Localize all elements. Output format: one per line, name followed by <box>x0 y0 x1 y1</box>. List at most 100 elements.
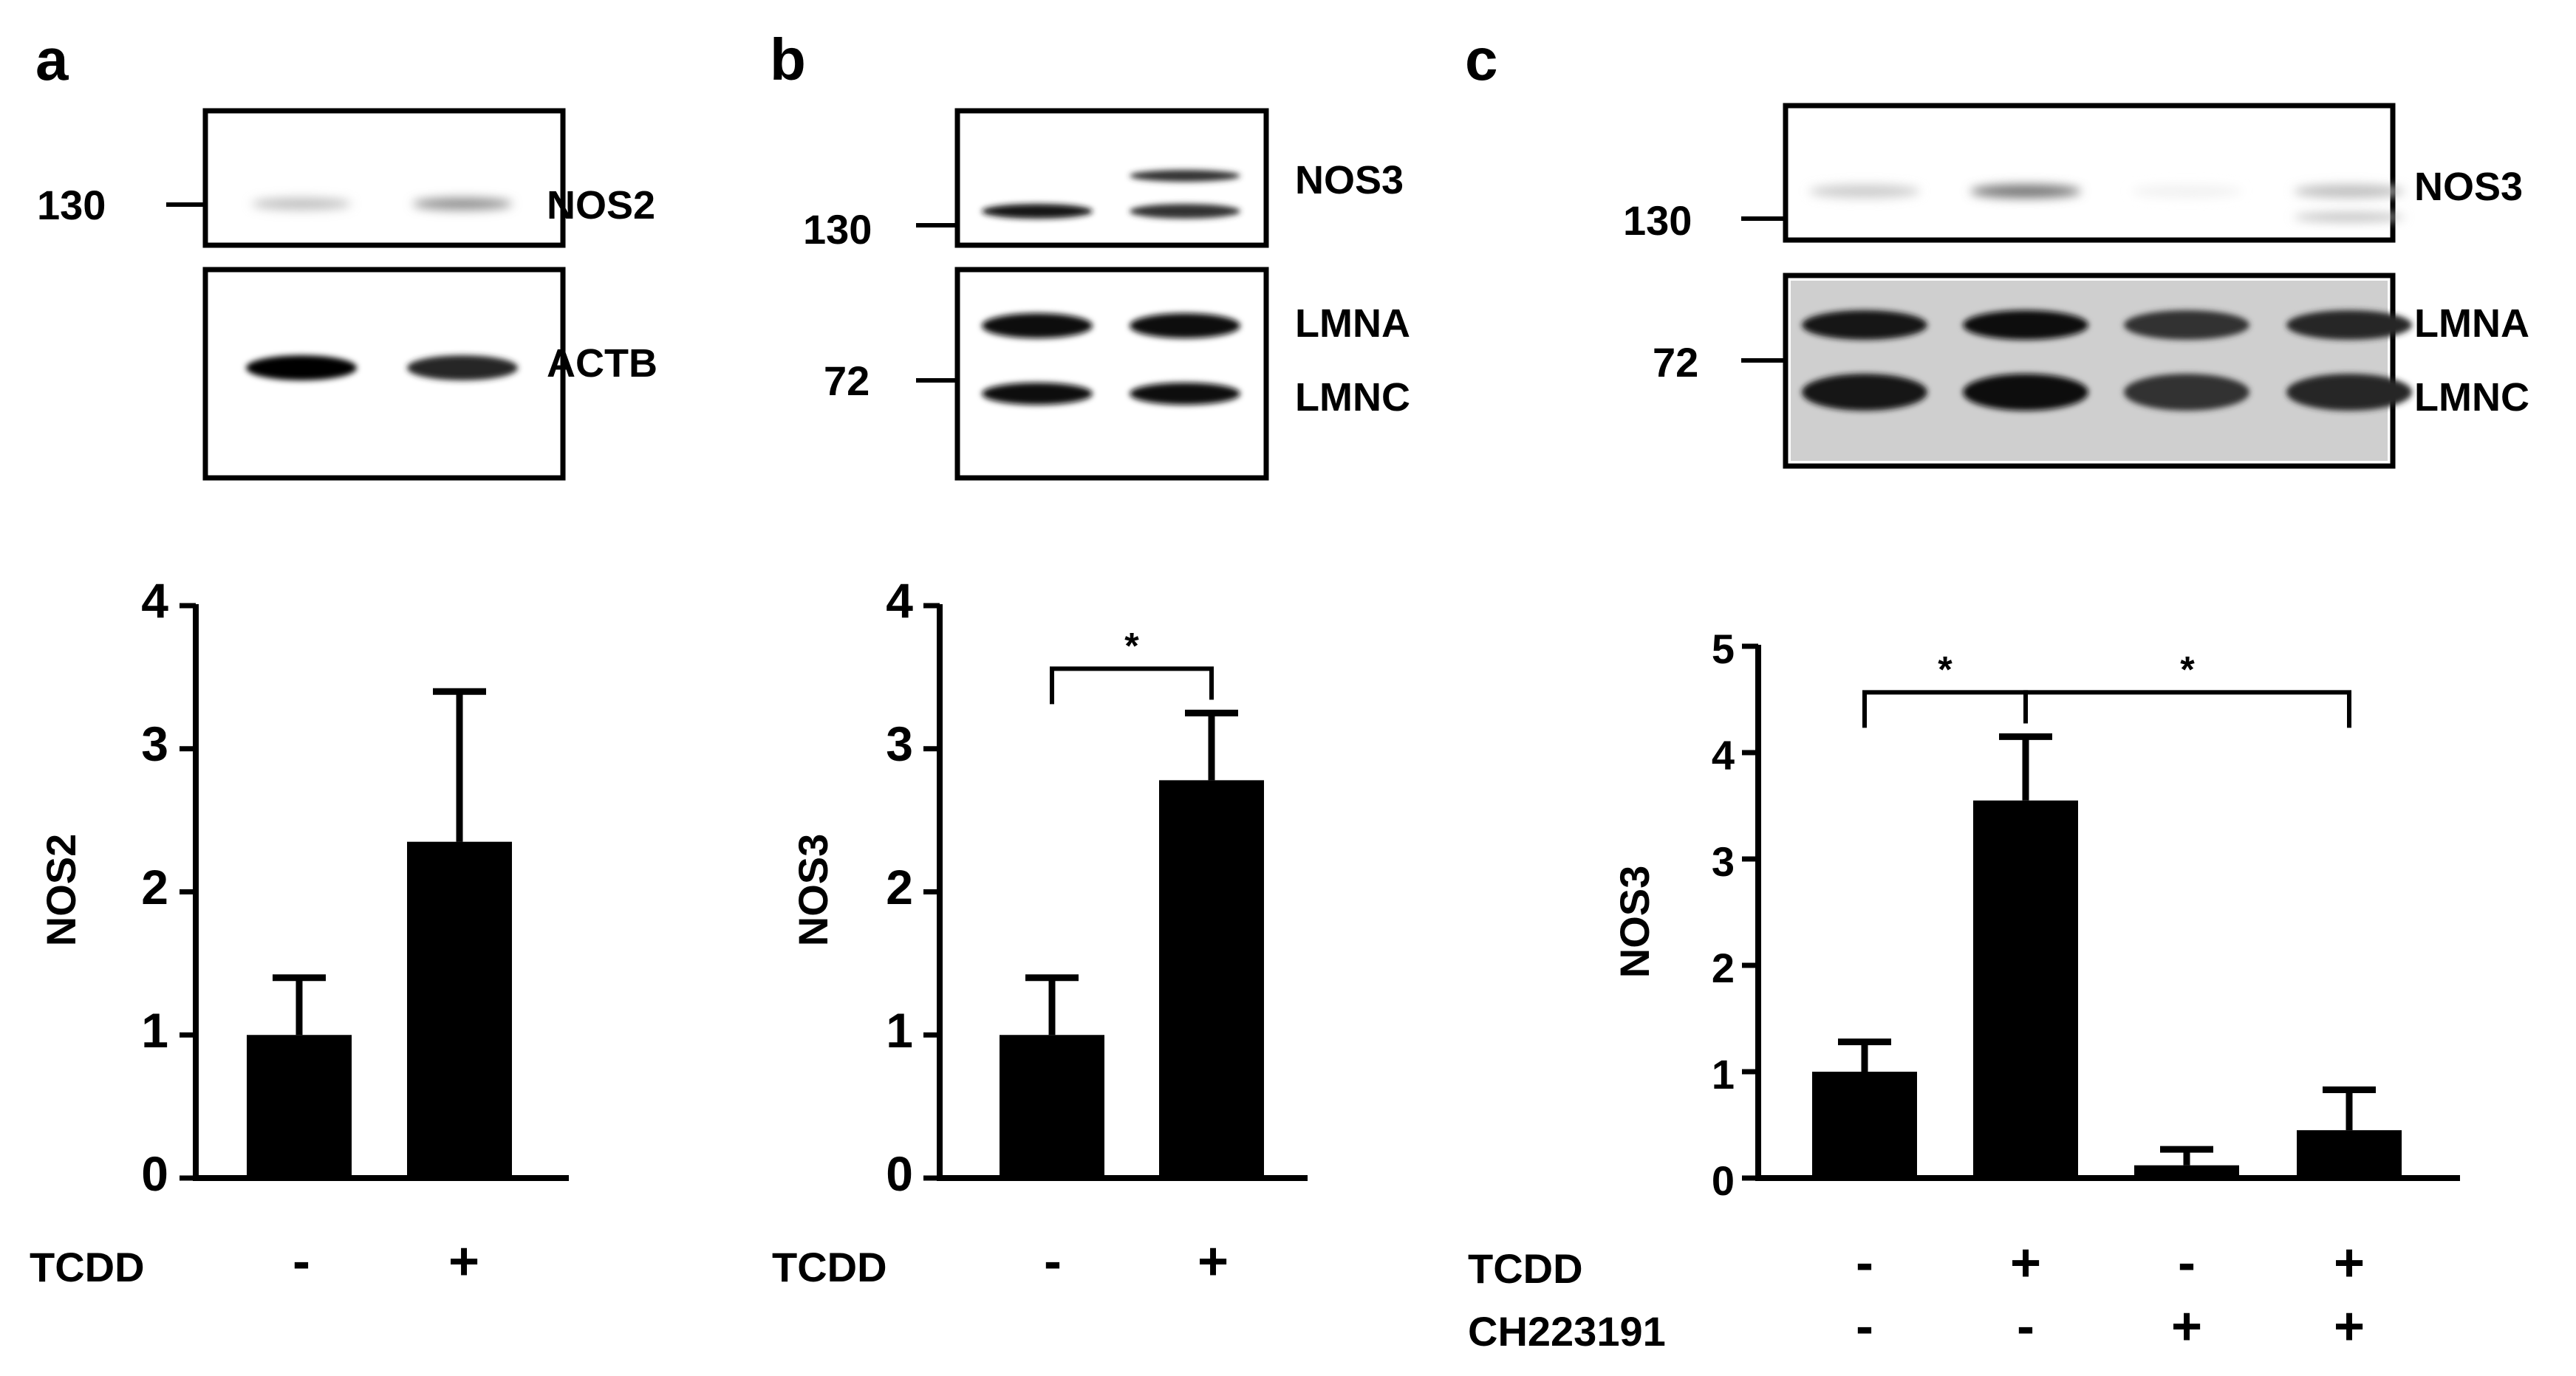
blot-band <box>2294 213 2405 222</box>
blot-bands <box>246 355 518 380</box>
y-axis-label: NOS3 <box>1611 866 1658 979</box>
blot-bands <box>982 170 1240 219</box>
panel-letter-c: c <box>1465 27 1498 92</box>
mw-marker-130: 130 <box>1623 197 1692 244</box>
y-ticks: 0 1 2 3 4 5 <box>1712 626 1735 1204</box>
blot-band <box>1809 185 1920 198</box>
condition-label-tcdd: TCDD <box>1468 1245 1583 1292</box>
mw-marker-72: 72 <box>824 357 870 404</box>
bar <box>2297 1130 2402 1178</box>
bar <box>407 841 512 1178</box>
western-blot-nos2: 130 NOS2 <box>37 108 655 248</box>
sign-tcdd-1: - <box>1856 1233 1873 1293</box>
band-label-nos3: NOS3 <box>2414 165 2523 209</box>
panel-a: a 130 NOS2 ACTB NOS2 0 1 2 3 4 T <box>30 27 657 1291</box>
bar-chart-b: NOS3 0 1 2 3 4 * TCDD - + <box>772 573 1308 1291</box>
condition-label-ch223191: CH223191 <box>1468 1308 1666 1355</box>
blot-bands <box>982 313 1240 405</box>
blot-bands <box>1809 185 2405 222</box>
blot-band <box>1130 170 1240 182</box>
band-label-lmnc: LMNC <box>2414 375 2529 420</box>
blot-band <box>246 355 357 380</box>
chart-marks <box>180 603 569 1181</box>
western-blot-nos3: 130 NOS3 <box>803 108 1404 253</box>
blot-band <box>1970 185 2081 198</box>
significance-star: * <box>1124 625 1139 666</box>
mw-marker-130: 130 <box>37 182 106 228</box>
sign-tcdd-4: + <box>2334 1233 2365 1293</box>
significance-bracket <box>1862 690 2028 728</box>
significance-bracket <box>1050 666 1214 705</box>
y-tick-label: 2 <box>886 860 913 914</box>
significance-star: * <box>2180 648 2195 690</box>
panel-letter-a: a <box>35 27 69 92</box>
bar <box>1812 1072 1917 1178</box>
y-axis-label: NOS3 <box>790 834 836 947</box>
blot-band <box>982 313 1093 338</box>
western-blot-lamin: 72 LMNA LMNC <box>1653 273 2529 469</box>
chart-marks: * * <box>1742 643 2460 1181</box>
y-tick-label: 5 <box>1712 626 1735 672</box>
blot-band <box>1963 310 2088 340</box>
blot-band <box>2286 310 2412 340</box>
y-tick-label: 3 <box>141 716 168 771</box>
y-tick-label: 4 <box>1712 732 1735 778</box>
bar <box>1159 780 1264 1178</box>
y-ticks: 0 1 2 3 4 <box>141 573 168 1201</box>
blot-band <box>1130 313 1240 338</box>
sign-tcdd-2: + <box>2010 1233 2041 1293</box>
blot-band <box>982 204 1093 219</box>
sign-tcdd-1: - <box>1044 1232 1062 1291</box>
y-tick-label: 1 <box>1712 1051 1735 1098</box>
western-blot-actb: ACTB <box>202 267 657 481</box>
band-label-lmna: LMNA <box>1295 301 1410 346</box>
condition-label-tcdd: TCDD <box>30 1244 145 1290</box>
blot-band <box>2286 374 2412 411</box>
blot-band <box>982 383 1093 405</box>
bar <box>1973 800 2078 1178</box>
bar <box>1000 1035 1104 1178</box>
bar-chart-a: NOS2 0 1 2 3 4 TCDD - + <box>30 573 569 1291</box>
blot-band <box>2131 185 2242 198</box>
sign-ch223191-2: - <box>2017 1297 2035 1356</box>
blot-bands <box>1791 281 2412 461</box>
significance-star: * <box>1938 648 1953 690</box>
band-label-nos2: NOS2 <box>547 183 655 227</box>
mw-marker-130: 130 <box>803 206 872 253</box>
blot-band <box>1130 383 1240 405</box>
bar-chart-c: NOS3 0 1 2 3 4 5 * * TCDD CH223191 - + - … <box>1468 626 2460 1356</box>
blot-band <box>2124 310 2249 340</box>
panel-c: c 130 NOS3 72 LMNA LMNC NOS3 0 1 2 3 4 5 <box>1465 27 2529 1356</box>
y-tick-label: 4 <box>886 573 913 628</box>
y-tick-label: 3 <box>886 716 913 771</box>
blot-band <box>251 198 352 210</box>
sign-tcdd-2: + <box>448 1232 479 1291</box>
y-ticks: 0 1 2 3 4 <box>886 573 913 1201</box>
y-tick-label: 1 <box>886 1003 913 1058</box>
band-label-actb: ACTB <box>547 341 657 386</box>
sign-tcdd-1: - <box>293 1232 310 1291</box>
y-tick-label: 0 <box>1712 1157 1735 1204</box>
blot-band <box>1130 204 1240 219</box>
bar <box>2134 1165 2239 1178</box>
blot-band <box>1802 374 1927 411</box>
band-label-lmna: LMNA <box>2414 301 2529 346</box>
significance-bracket <box>2023 690 2351 728</box>
y-tick-label: 0 <box>886 1146 913 1201</box>
blot-band <box>1802 310 1927 340</box>
condition-label-tcdd: TCDD <box>772 1244 887 1290</box>
sign-ch223191-1: - <box>1856 1297 1873 1356</box>
y-tick-label: 4 <box>141 573 168 628</box>
blot-background <box>1791 281 2388 461</box>
band-label-nos3: NOS3 <box>1295 158 1404 202</box>
blot-band <box>2294 185 2405 198</box>
sign-tcdd-2: + <box>1198 1232 1229 1291</box>
bar <box>247 1035 352 1178</box>
sign-ch223191-4: + <box>2334 1297 2365 1356</box>
y-tick-label: 2 <box>1712 945 1735 991</box>
sign-ch223191-3: + <box>2171 1297 2202 1356</box>
y-tick-label: 3 <box>1712 838 1735 885</box>
band-label-lmnc: LMNC <box>1295 375 1410 420</box>
mw-marker-72: 72 <box>1653 339 1698 386</box>
